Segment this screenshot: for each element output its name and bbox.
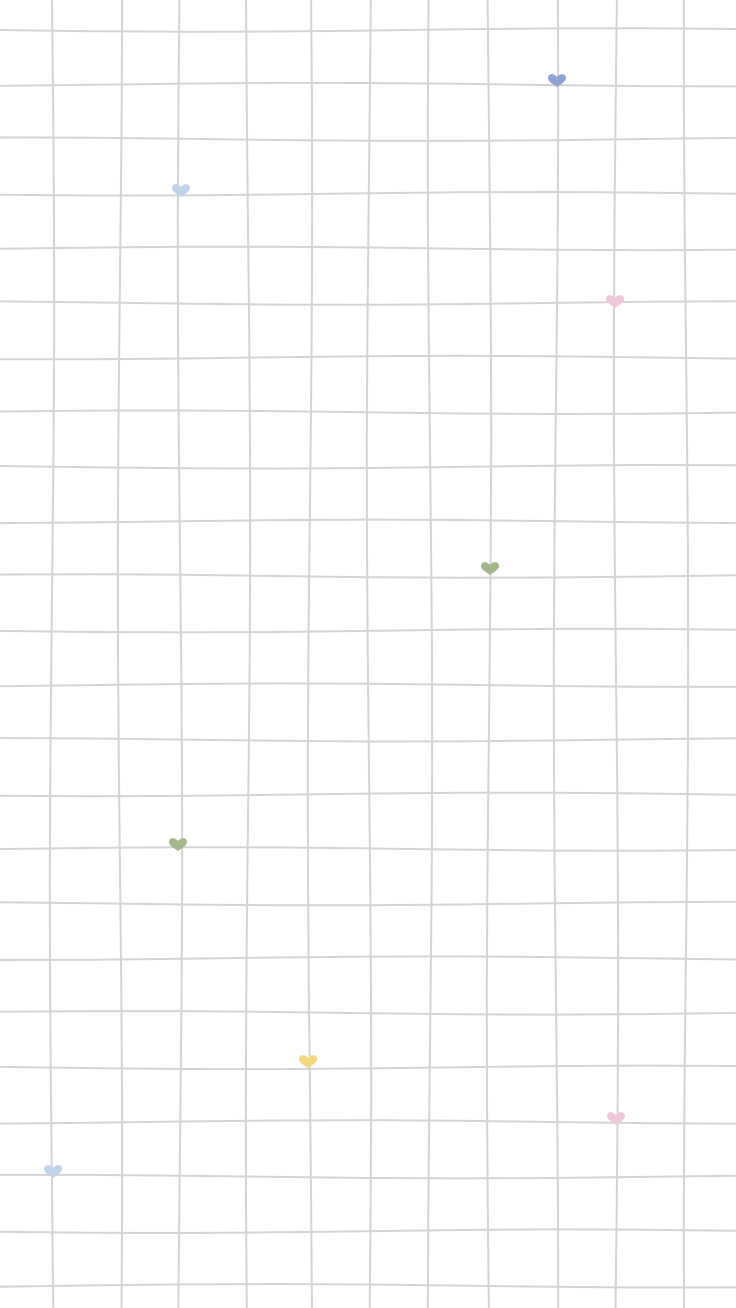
grid-line [0,791,736,798]
grid-line [244,0,252,1308]
grid-line [682,0,690,1308]
grid-line [0,682,736,688]
grid-line [0,900,736,907]
grid-line [552,0,560,1308]
grid-line [0,1010,736,1016]
grid-line [0,736,736,743]
heart [548,74,566,87]
heart [172,184,190,197]
grid-line [612,0,620,1308]
grid-line [48,0,56,1308]
grid-line [0,190,736,197]
grid-line [0,300,736,306]
heart [44,1165,62,1178]
grid-line [0,1173,736,1180]
hearts [44,74,625,1178]
grid-line [0,354,736,361]
grid-line [116,0,124,1308]
grid-line [0,573,736,579]
grid-line [365,0,373,1308]
grid-line [0,1064,736,1071]
heart [481,562,499,575]
grid-line [0,518,736,525]
grid-line [485,0,493,1308]
grid-line [306,0,314,1308]
grid-line [426,0,434,1308]
heart [299,1055,317,1068]
grid-line [0,846,736,852]
heart [607,1112,625,1125]
grid-line [0,1119,736,1125]
grid-line [176,0,184,1308]
grid-line [0,245,736,252]
heart [606,295,624,308]
grid-line [0,955,736,962]
heart [169,838,187,851]
grid-line [0,1228,736,1235]
grid-line [0,409,736,416]
grid-line [0,81,736,88]
grid-line [0,463,736,470]
grid-line [0,627,736,634]
grid-line [0,27,736,33]
grid-line [0,1282,736,1289]
grid-line [0,136,736,142]
